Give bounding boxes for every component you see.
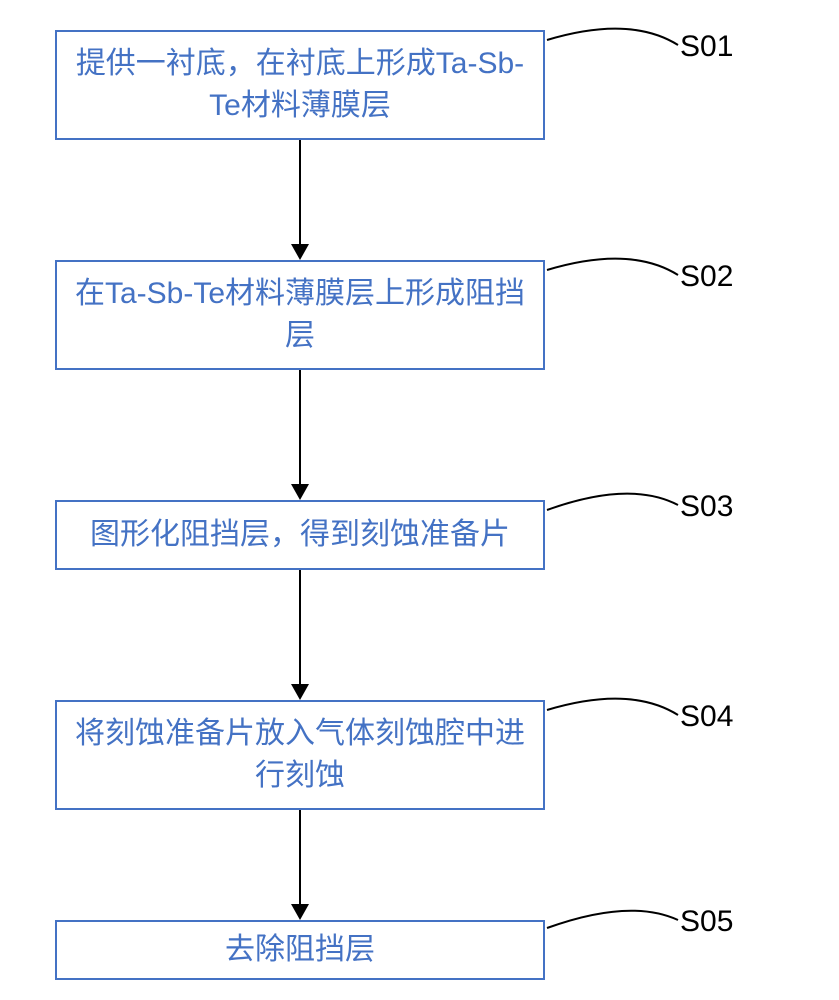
arrow-s04-s05 <box>0 0 839 1000</box>
flowchart-canvas: 提供一衬底，在衬底上形成Ta-Sb-Te材料薄膜层S01在Ta-Sb-Te材料薄… <box>0 0 839 1000</box>
